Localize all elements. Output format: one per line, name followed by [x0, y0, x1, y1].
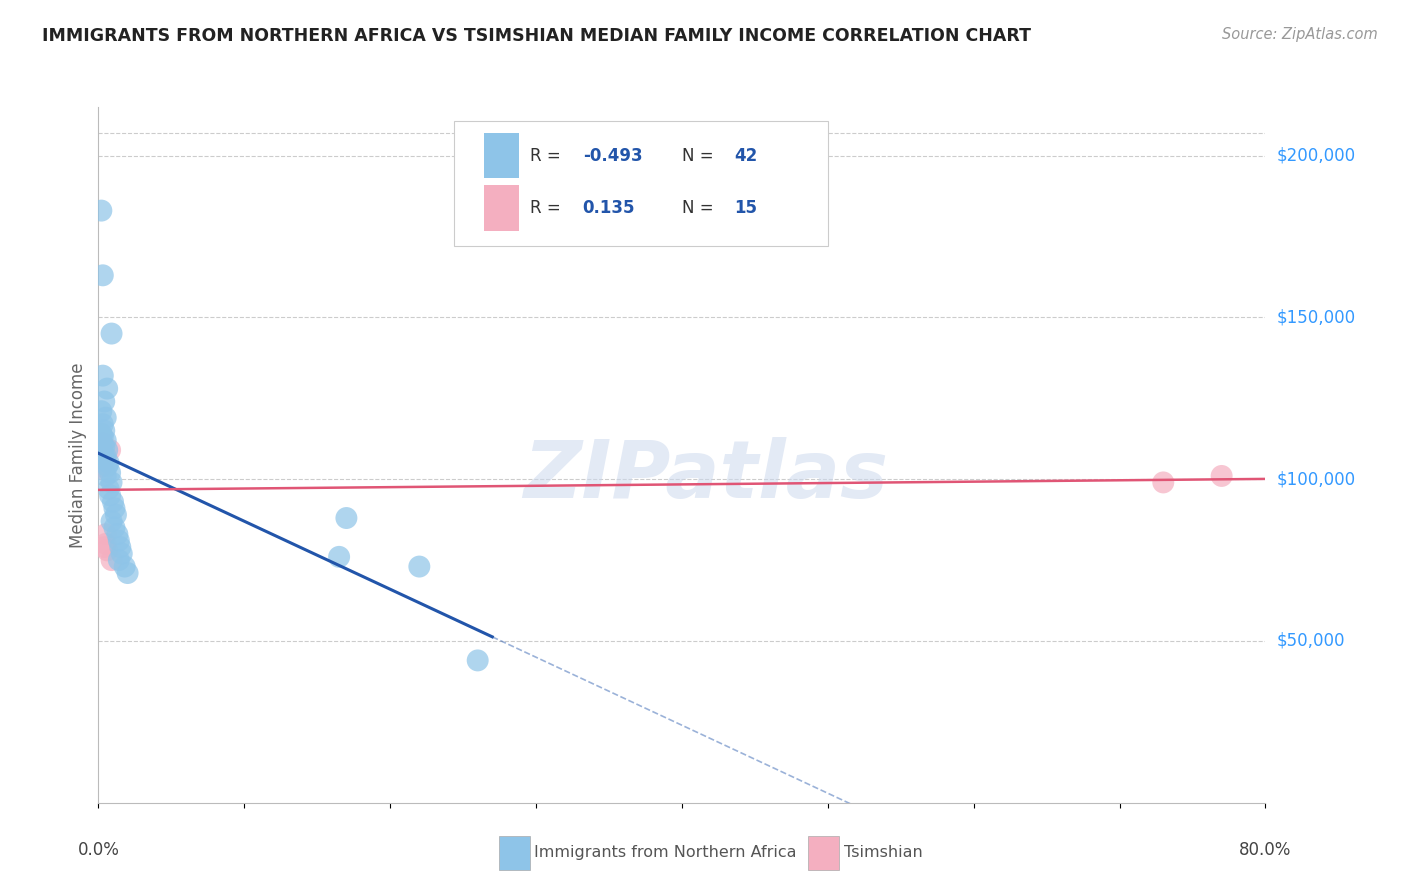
FancyBboxPatch shape — [484, 133, 519, 178]
Point — [94, 527, 117, 541]
Point — [93, 452, 115, 467]
Point — [90, 459, 112, 474]
Point — [94, 469, 117, 483]
Point — [90, 446, 112, 460]
Text: 0.0%: 0.0% — [77, 841, 120, 859]
Point — [91, 268, 114, 283]
Point — [101, 495, 124, 509]
Text: 15: 15 — [734, 199, 758, 217]
Text: N =: N = — [682, 147, 718, 165]
Point — [100, 326, 122, 341]
Point — [98, 488, 121, 502]
Text: Source: ZipAtlas.com: Source: ZipAtlas.com — [1222, 27, 1378, 42]
FancyBboxPatch shape — [484, 186, 519, 230]
Point — [94, 537, 117, 551]
Point — [108, 553, 131, 567]
Text: $100,000: $100,000 — [1277, 470, 1355, 488]
Point — [91, 446, 114, 460]
Point — [100, 475, 122, 490]
Text: 0.135: 0.135 — [582, 199, 636, 217]
Point — [97, 482, 120, 496]
Point — [97, 456, 120, 470]
Point — [94, 410, 117, 425]
Text: $200,000: $200,000 — [1277, 146, 1355, 165]
Point — [90, 203, 112, 218]
Point — [90, 404, 112, 418]
Point — [96, 459, 118, 474]
Point — [98, 443, 121, 458]
Text: Immigrants from Northern Africa: Immigrants from Northern Africa — [534, 846, 797, 860]
Point — [96, 443, 118, 458]
Point — [93, 450, 115, 464]
Point — [91, 430, 114, 444]
Point — [114, 559, 136, 574]
Point — [100, 553, 122, 567]
Point — [93, 394, 115, 409]
Point — [90, 426, 112, 441]
Text: 80.0%: 80.0% — [1239, 841, 1292, 859]
Point — [96, 382, 118, 396]
Text: Tsimshian: Tsimshian — [844, 846, 922, 860]
Text: R =: R = — [530, 199, 567, 217]
Point — [103, 521, 125, 535]
Point — [117, 566, 139, 580]
Point — [91, 452, 114, 467]
Point — [1211, 469, 1233, 483]
Point — [467, 653, 489, 667]
Point — [91, 436, 114, 450]
Point — [408, 559, 430, 574]
Point — [104, 508, 127, 522]
Point — [94, 434, 117, 448]
Y-axis label: Median Family Income: Median Family Income — [69, 362, 87, 548]
Point — [91, 368, 114, 383]
Point — [93, 440, 115, 454]
Point — [96, 543, 118, 558]
Point — [100, 514, 122, 528]
Point — [93, 540, 115, 554]
Point — [93, 424, 115, 438]
Text: $50,000: $50,000 — [1277, 632, 1346, 650]
Point — [1152, 475, 1174, 490]
FancyBboxPatch shape — [454, 121, 828, 246]
Point — [94, 450, 117, 464]
Text: R =: R = — [530, 147, 567, 165]
Point — [111, 547, 134, 561]
Text: -0.493: -0.493 — [582, 147, 643, 165]
Point — [105, 527, 128, 541]
Point — [91, 417, 114, 432]
Point — [90, 426, 112, 441]
Text: IMMIGRANTS FROM NORTHERN AFRICA VS TSIMSHIAN MEDIAN FAMILY INCOME CORRELATION CH: IMMIGRANTS FROM NORTHERN AFRICA VS TSIMS… — [42, 27, 1031, 45]
Point — [98, 466, 121, 480]
Point — [90, 436, 112, 450]
Point — [328, 549, 350, 564]
Text: N =: N = — [682, 199, 718, 217]
Point — [93, 462, 115, 476]
Point — [103, 501, 125, 516]
Point — [335, 511, 357, 525]
Point — [108, 533, 131, 548]
Text: 42: 42 — [734, 147, 758, 165]
Text: ZIPatlas: ZIPatlas — [523, 437, 887, 515]
Point — [110, 540, 132, 554]
Text: $150,000: $150,000 — [1277, 309, 1355, 326]
